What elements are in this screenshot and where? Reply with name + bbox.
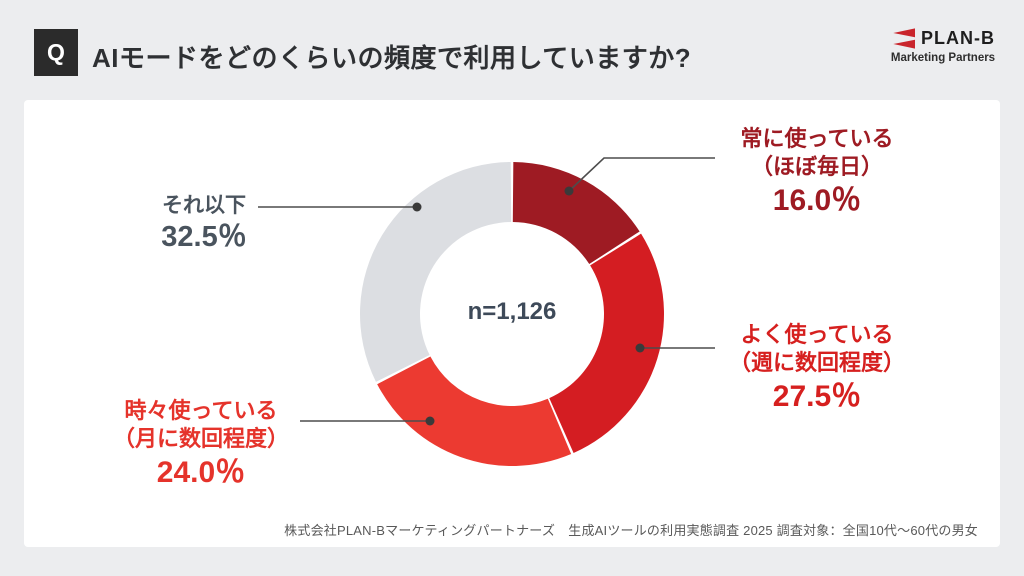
segment-sub: （月に数回程度） (112, 426, 289, 451)
segment-name: よく使っている (740, 322, 894, 347)
leader-line-1 (568, 157, 715, 192)
leader-dot-2 (635, 343, 645, 353)
leader-lines (258, 157, 715, 426)
question-badge-label: Q (47, 39, 65, 65)
segment-percentage: 27.5％ (772, 380, 862, 413)
chart-card: n=1,126 常に使っている （ほぼ毎日） 16.0％ よく使っている （週に… (24, 100, 1000, 547)
plan-b-logo: PLAN-B Marketing Partners (888, 28, 998, 64)
segment-name: 常に使っている (740, 126, 894, 151)
segment-sub: （ほぼ毎日） (750, 154, 883, 179)
leader-dot-4 (412, 202, 422, 212)
segment-sub: （週に数回程度） (728, 350, 905, 375)
header: Q AIモードをどのくらいの頻度で利用していますか? PLAN-B Market… (0, 0, 1024, 100)
question-badge: Q (34, 29, 78, 76)
segment-percentage: 16.0％ (772, 184, 862, 217)
segment-label-other: それ以下 32.5％ (120, 193, 288, 254)
segment-name: それ以下 (162, 194, 246, 217)
leader-dot-1 (564, 186, 574, 196)
segment-percentage: 32.5％ (161, 221, 247, 253)
donut-chart (360, 162, 664, 467)
source-note: 株式会社PLAN-Bマーケティングパートナーズ 生成AIツールの利用実態調査 2… (284, 523, 978, 538)
plan-b-logo-icon (891, 28, 915, 49)
logo-subtext: Marketing Partners (890, 52, 996, 64)
donut-segment (377, 356, 572, 467)
segment-label-often: よく使っている （週に数回程度） 27.5％ (688, 321, 946, 415)
logo-text: PLAN-B (921, 28, 995, 48)
leader-dot-3 (425, 416, 435, 426)
logo-row: PLAN-B (891, 28, 995, 49)
donut-segment (512, 162, 640, 265)
page-title: AIモードをどのくらいの頻度で利用していますか? (92, 43, 692, 73)
donut-segment (360, 162, 512, 382)
segment-label-sometimes: 時々使っている （月に数回程度） 24.0％ (72, 397, 330, 491)
segment-name: 時々使っている (124, 398, 278, 423)
segment-percentage: 24.0％ (156, 456, 246, 489)
sample-size-label: n=1,126 (467, 298, 557, 325)
donut-segment (549, 233, 664, 453)
segment-label-always: 常に使っている （ほぼ毎日） 16.0％ (688, 125, 946, 219)
